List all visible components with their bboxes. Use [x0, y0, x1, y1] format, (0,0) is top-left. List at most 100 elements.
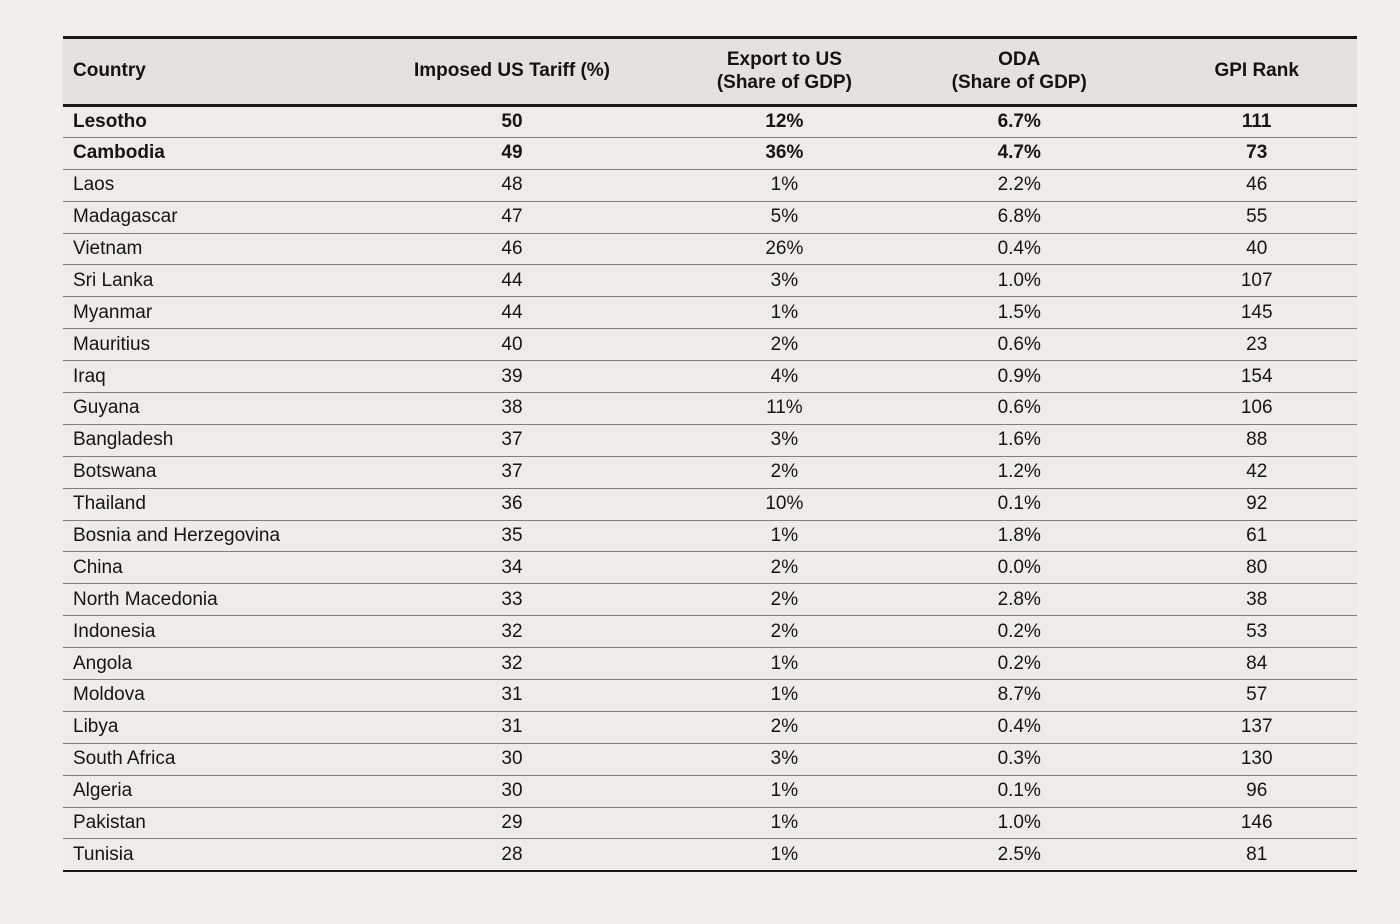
column-header-oda: ODA (Share of GDP): [882, 37, 1157, 107]
cell-gpi: 111: [1156, 105, 1357, 138]
cell-tariff: 31: [337, 679, 687, 712]
cell-tariff: 35: [337, 519, 687, 552]
cell-export: 12%: [686, 105, 883, 138]
cell-gpi: 38: [1156, 583, 1357, 616]
cell-country: Libya: [63, 710, 338, 744]
cell-tariff: 30: [337, 774, 687, 808]
cell-country: Indonesia: [63, 615, 338, 648]
cell-country: Lesotho: [63, 105, 338, 138]
cell-tariff: 30: [337, 742, 687, 776]
table-row: North Macedonia 33 2% 2.8% 38: [63, 583, 1357, 616]
cell-oda: 0.4%: [882, 710, 1157, 744]
cell-oda: 2.8%: [882, 583, 1157, 616]
cell-export: 11%: [686, 392, 883, 425]
cell-export: 2%: [686, 615, 883, 648]
cell-tariff: 44: [337, 296, 687, 329]
cell-oda: 0.2%: [882, 647, 1157, 680]
cell-oda: 0.3%: [882, 742, 1157, 776]
cell-oda: 6.8%: [882, 200, 1157, 234]
cell-export: 1%: [686, 806, 883, 839]
header-row: Country Imposed US Tariff (%) Export to …: [63, 37, 1357, 107]
cell-tariff: 36: [337, 487, 687, 521]
cell-country: Botswana: [63, 455, 338, 489]
cell-gpi: 53: [1156, 615, 1357, 648]
cell-country: Guyana: [63, 392, 338, 425]
cell-export: 36%: [686, 136, 883, 170]
cell-country: Tunisia: [63, 838, 338, 871]
cell-gpi: 106: [1156, 392, 1357, 425]
cell-gpi: 81: [1156, 838, 1357, 871]
cell-gpi: 42: [1156, 455, 1357, 489]
cell-oda: 1.0%: [882, 264, 1157, 297]
table-row: South Africa 30 3% 0.3% 130: [63, 742, 1357, 776]
table-row: Indonesia 32 2% 0.2% 53: [63, 615, 1357, 648]
cell-gpi: 40: [1156, 232, 1357, 265]
table-row: Myanmar 44 1% 1.5% 145: [63, 296, 1357, 329]
cell-country: Algeria: [63, 774, 338, 808]
cell-tariff: 44: [337, 264, 687, 297]
cell-tariff: 31: [337, 710, 687, 744]
cell-oda: 0.1%: [882, 487, 1157, 521]
cell-country: Bosnia and Herzegovina: [63, 519, 338, 552]
cell-country: Bangladesh: [63, 423, 338, 457]
cell-country: Madagascar: [63, 200, 338, 234]
table-row: Iraq 39 4% 0.9% 154: [63, 360, 1357, 393]
cell-gpi: 96: [1156, 774, 1357, 808]
cell-gpi: 146: [1156, 806, 1357, 839]
cell-oda: 1.8%: [882, 519, 1157, 552]
cell-oda: 0.6%: [882, 328, 1157, 361]
column-header-country: Country: [63, 37, 338, 107]
cell-country: Mauritius: [63, 328, 338, 361]
cell-gpi: 23: [1156, 328, 1357, 361]
cell-gpi: 154: [1156, 360, 1357, 393]
table-row: Sri Lanka 44 3% 1.0% 107: [63, 264, 1357, 297]
cell-oda: 0.1%: [882, 774, 1157, 808]
table-row: Bosnia and Herzegovina 35 1% 1.8% 61: [63, 519, 1357, 552]
cell-gpi: 92: [1156, 487, 1357, 521]
cell-oda: 1.2%: [882, 455, 1157, 489]
cell-country: Myanmar: [63, 296, 338, 329]
cell-gpi: 88: [1156, 423, 1357, 457]
table-header: Country Imposed US Tariff (%) Export to …: [63, 37, 1357, 107]
cell-export: 1%: [686, 679, 883, 712]
cell-tariff: 48: [337, 168, 687, 202]
cell-gpi: 80: [1156, 551, 1357, 584]
cell-tariff: 38: [337, 392, 687, 425]
cell-export: 3%: [686, 423, 883, 457]
cell-gpi: 84: [1156, 647, 1357, 680]
cell-oda: 1.6%: [882, 423, 1157, 457]
cell-country: South Africa: [63, 742, 338, 776]
cell-export: 3%: [686, 264, 883, 297]
table-row: Bangladesh 37 3% 1.6% 88: [63, 423, 1357, 457]
cell-oda: 0.2%: [882, 615, 1157, 648]
cell-oda: 1.0%: [882, 806, 1157, 839]
cell-gpi: 61: [1156, 519, 1357, 552]
table-body: Lesotho 50 12% 6.7% 111 Cambodia 49 36% …: [63, 105, 1357, 871]
cell-oda: 8.7%: [882, 679, 1157, 712]
table-row: Pakistan 29 1% 1.0% 146: [63, 806, 1357, 839]
cell-oda: 0.6%: [882, 392, 1157, 425]
column-header-export-to-us: Export to US (Share of GDP): [686, 37, 883, 107]
table-row: Thailand 36 10% 0.1% 92: [63, 487, 1357, 521]
cell-export: 26%: [686, 232, 883, 265]
cell-oda: 6.7%: [882, 105, 1157, 138]
cell-export: 1%: [686, 296, 883, 329]
cell-oda: 0.9%: [882, 360, 1157, 393]
cell-gpi: 130: [1156, 742, 1357, 776]
cell-oda: 2.5%: [882, 838, 1157, 871]
cell-export: 10%: [686, 487, 883, 521]
cell-export: 1%: [686, 774, 883, 808]
table-row: Cambodia 49 36% 4.7% 73: [63, 136, 1357, 170]
cell-gpi: 137: [1156, 710, 1357, 744]
cell-tariff: 29: [337, 806, 687, 839]
cell-tariff: 39: [337, 360, 687, 393]
cell-gpi: 145: [1156, 296, 1357, 329]
cell-country: Iraq: [63, 360, 338, 393]
cell-oda: 0.4%: [882, 232, 1157, 265]
cell-country: China: [63, 551, 338, 584]
cell-export: 2%: [686, 710, 883, 744]
table-row: Algeria 30 1% 0.1% 96: [63, 774, 1357, 808]
cell-oda: 1.5%: [882, 296, 1157, 329]
table-row: Mauritius 40 2% 0.6% 23: [63, 328, 1357, 361]
table-row: Tunisia 28 1% 2.5% 81: [63, 838, 1357, 871]
